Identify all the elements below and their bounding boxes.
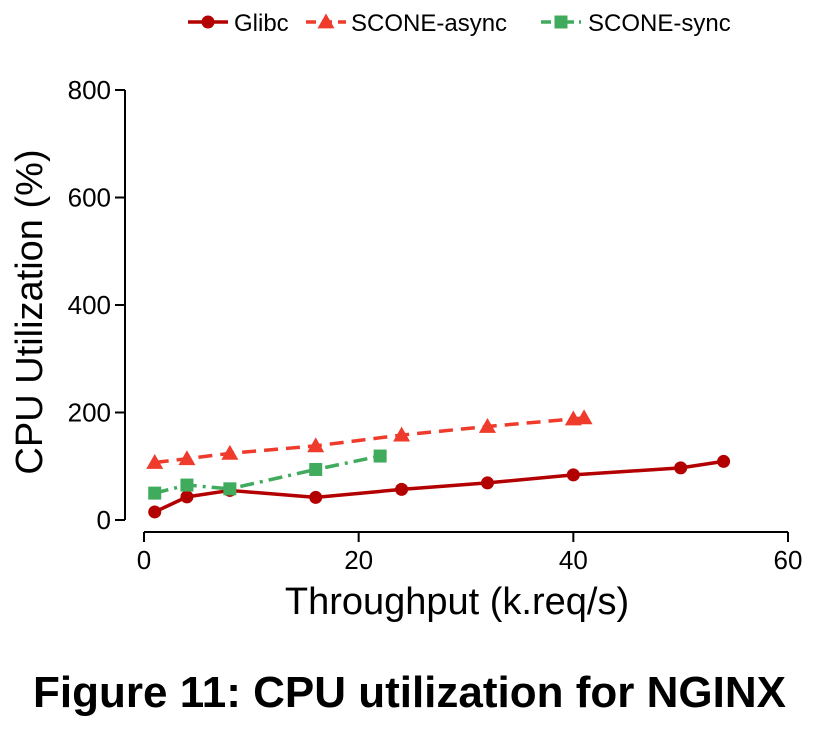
legend-item-scone-sync: SCONE-sync — [541, 10, 731, 37]
legend-marker — [317, 13, 335, 29]
data-point — [373, 449, 387, 463]
data-point — [674, 461, 688, 475]
data-point — [480, 476, 494, 490]
legend-label: SCONE-sync — [588, 10, 731, 37]
series-line — [154, 454, 381, 495]
data-point — [309, 490, 323, 504]
data-point — [178, 450, 196, 466]
legend-item-glibc: Glibc — [188, 10, 289, 37]
data-point — [717, 454, 731, 468]
legend-marker — [554, 15, 568, 29]
data-point — [575, 409, 593, 425]
data-point — [395, 482, 409, 496]
data-point — [180, 478, 194, 492]
data-point — [146, 453, 164, 469]
legend-label: Glibc — [234, 10, 289, 37]
legend: Glibc SCONE-async SCONE-sync — [188, 10, 731, 37]
legend-item-scone-async: SCONE-async — [306, 10, 507, 37]
x-axis-label: Throughput (k.req/s) — [285, 581, 629, 623]
x-tick-label: 20 — [344, 545, 373, 575]
y-tick-label: 200 — [68, 398, 111, 428]
data-point — [393, 426, 411, 442]
y-tick-label: 0 — [97, 505, 111, 535]
legend-label: SCONE-async — [351, 10, 507, 37]
data-point — [221, 444, 239, 460]
x-tick-label: 0 — [137, 545, 151, 575]
series-glibc — [148, 454, 731, 519]
y-axis-label: CPU Utilization (%) — [9, 149, 51, 474]
legend-marker — [201, 15, 215, 29]
y-tick-label: 600 — [68, 183, 111, 213]
x-tick-label: 40 — [559, 545, 588, 575]
data-point — [180, 490, 194, 504]
data-point — [223, 482, 237, 496]
series-layer — [146, 409, 731, 519]
axes: 0 200 400 600 800 0 20 40 60 — [68, 75, 803, 575]
data-point — [148, 505, 162, 519]
data-point — [307, 437, 325, 453]
series-scone-async — [146, 409, 593, 469]
data-point — [309, 462, 323, 476]
data-point — [478, 417, 496, 433]
cpu-utilization-chart: Glibc SCONE-async SCONE-sync 0200400600800… — [9, 10, 803, 623]
data-point — [566, 468, 580, 482]
series-scone-sync — [148, 449, 387, 500]
figure-caption: Figure 11: CPU utilization for NGINX — [33, 668, 786, 717]
series-line — [153, 459, 724, 514]
y-tick-label: 400 — [68, 290, 111, 320]
data-point — [148, 486, 162, 500]
y-tick-label: 800 — [68, 75, 111, 105]
series-line — [154, 416, 585, 465]
x-tick-label: 60 — [774, 545, 803, 575]
